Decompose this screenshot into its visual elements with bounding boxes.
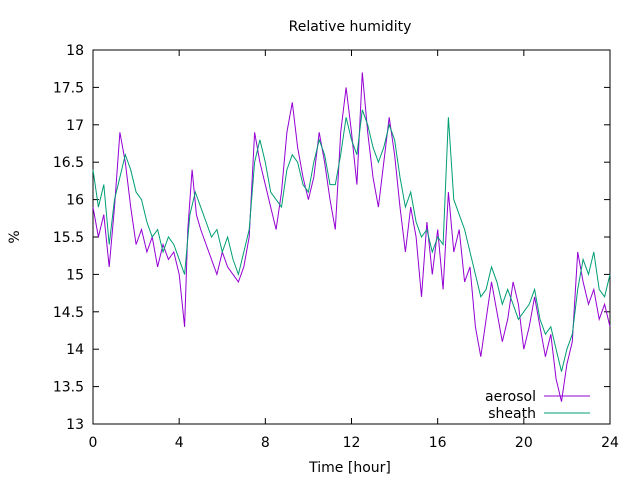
y-tick-label: 15	[66, 267, 84, 283]
x-tick-label: 4	[175, 435, 184, 451]
x-tick-label: 24	[601, 435, 619, 451]
y-tick-label: 17	[66, 118, 84, 134]
y-tick-label: 16.5	[53, 155, 84, 171]
legend-label-sheath: sheath	[488, 406, 536, 422]
y-axis: 13 13.5 14 14.5 15 15.5 16 16.5 17 17.5 18	[53, 43, 610, 433]
series-layer	[92, 72, 611, 402]
y-tick-label: 13.5	[53, 380, 84, 396]
y-tick-label: 13	[66, 417, 84, 433]
y-tick-label: 16	[66, 193, 84, 209]
series-line-aerosol	[92, 72, 611, 402]
y-tick-label: 15.5	[53, 230, 84, 246]
x-tick-label: 16	[429, 435, 447, 451]
x-axis: 0 4 8 12 16 20 24	[89, 50, 619, 451]
chart-title: Relative humidity	[289, 19, 412, 35]
x-tick-label: 8	[261, 435, 270, 451]
plot-frame	[92, 49, 611, 425]
y-tick-label: 18	[66, 43, 84, 59]
y-tick-label: 14	[66, 342, 84, 358]
x-tick-label: 0	[89, 435, 98, 451]
x-tick-label: 12	[343, 435, 361, 451]
x-tick-label: 20	[515, 435, 533, 451]
legend: aerosol sheath	[485, 389, 590, 422]
y-axis-label: %	[7, 230, 23, 243]
legend-label-aerosol: aerosol	[485, 389, 536, 405]
y-tick-label: 14.5	[53, 305, 84, 321]
series-line-sheath	[92, 109, 611, 372]
y-tick-label: 17.5	[53, 80, 84, 96]
x-axis-label: Time [hour]	[308, 460, 391, 476]
